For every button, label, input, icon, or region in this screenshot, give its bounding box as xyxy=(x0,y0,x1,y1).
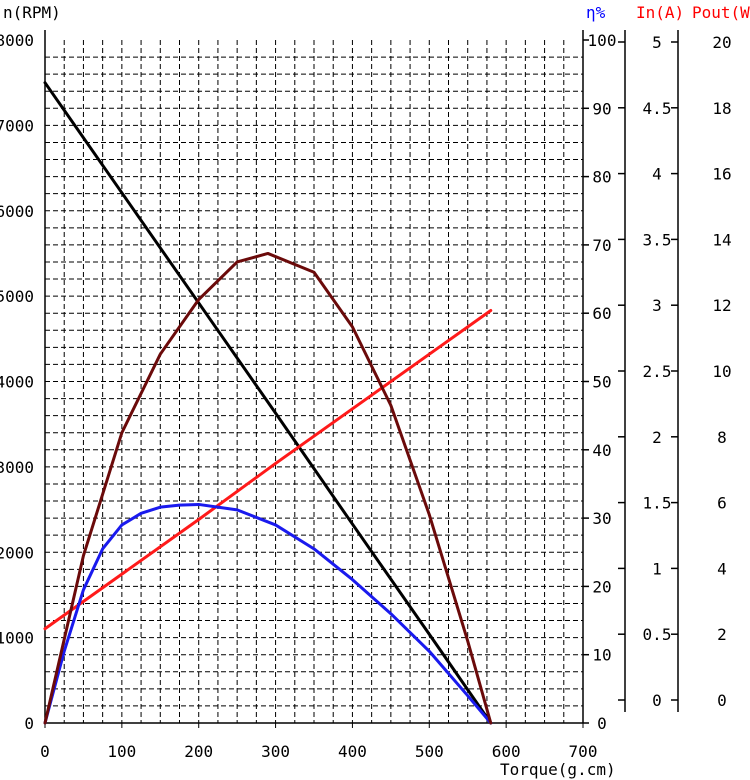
efficiency-curve xyxy=(43,502,493,725)
power-tick-label: 4 xyxy=(717,559,727,578)
speed-axis-title: n(RPM) xyxy=(3,3,61,22)
speed-tick-label: 8000 xyxy=(0,31,34,50)
speed-tick-label: 7000 xyxy=(0,116,34,135)
x-tick-label: 700 xyxy=(569,742,598,761)
speed-tick-label: 4000 xyxy=(0,373,34,392)
current-tick-label: 2.5 xyxy=(643,362,672,381)
x-tick-label: 0 xyxy=(40,742,50,761)
speed-curve xyxy=(43,81,493,725)
chart-axes xyxy=(44,30,679,728)
efficiency-tick-label: 0 xyxy=(597,714,607,733)
current-tick-label: 1.5 xyxy=(643,494,672,513)
current-tick-label: 0 xyxy=(652,691,662,710)
speed-tick-label: 6000 xyxy=(0,202,34,221)
current-tick-label: 0.5 xyxy=(643,625,672,644)
power-tick-label: 18 xyxy=(712,99,731,118)
x-tick-label: 600 xyxy=(492,742,521,761)
efficiency-tick-label: 10 xyxy=(592,646,611,665)
tick-labels: 0 100 200 300 400 500 600 700010002000300040005… xyxy=(0,31,732,761)
chart-series xyxy=(43,81,493,725)
x-tick-label: 400 xyxy=(338,742,367,761)
power-tick-label: 0 xyxy=(717,691,727,710)
speed-tick-label: 2000 xyxy=(0,543,34,562)
efficiency-tick-label: 30 xyxy=(592,509,611,528)
power-axis-title: Pout(W) xyxy=(692,3,750,22)
current-tick-label: 5 xyxy=(652,33,662,52)
efficiency-tick-label: 90 xyxy=(592,99,611,118)
current-axis-title: In(A) xyxy=(636,3,684,22)
power-tick-label: 20 xyxy=(712,33,731,52)
x-tick-label: 100 xyxy=(107,742,136,761)
speed-tick-label: 0 xyxy=(24,714,34,733)
chart-grid xyxy=(45,40,583,723)
power-tick-label: 12 xyxy=(712,296,731,315)
efficiency-tick-label: 60 xyxy=(592,304,611,323)
current-tick-label: 1 xyxy=(652,559,662,578)
power-tick-label: 6 xyxy=(717,494,727,513)
current-tick-label: 3 xyxy=(652,296,662,315)
power-tick-label: 10 xyxy=(712,362,731,381)
efficiency-tick-label: 70 xyxy=(592,236,611,255)
x-tick-label: 300 xyxy=(261,742,290,761)
x-tick-label: 200 xyxy=(184,742,213,761)
efficiency-tick-label: 20 xyxy=(592,577,611,596)
efficiency-tick-label: 100 xyxy=(588,31,617,50)
speed-tick-label: 3000 xyxy=(0,458,34,477)
current-tick-label: 2 xyxy=(652,428,662,447)
power-tick-label: 16 xyxy=(712,165,731,184)
current-tick-label: 3.5 xyxy=(643,230,672,249)
power-curve xyxy=(43,251,493,725)
current-tick-label: 4.5 xyxy=(643,99,672,118)
power-tick-label: 2 xyxy=(717,625,727,644)
current-tick-label: 4 xyxy=(652,165,662,184)
speed-tick-label: 5000 xyxy=(0,287,34,306)
x-axis-title: Torque(g.cm) xyxy=(500,760,616,779)
speed-tick-label: 1000 xyxy=(0,629,34,648)
efficiency-tick-label: 40 xyxy=(592,441,611,460)
efficiency-axis-title: η% xyxy=(586,3,606,22)
x-tick-label: 500 xyxy=(415,742,444,761)
power-tick-label: 14 xyxy=(712,230,731,249)
efficiency-tick-label: 50 xyxy=(592,373,611,392)
efficiency-tick-label: 80 xyxy=(592,168,611,187)
current-curve xyxy=(43,308,493,631)
power-tick-label: 8 xyxy=(717,428,727,447)
